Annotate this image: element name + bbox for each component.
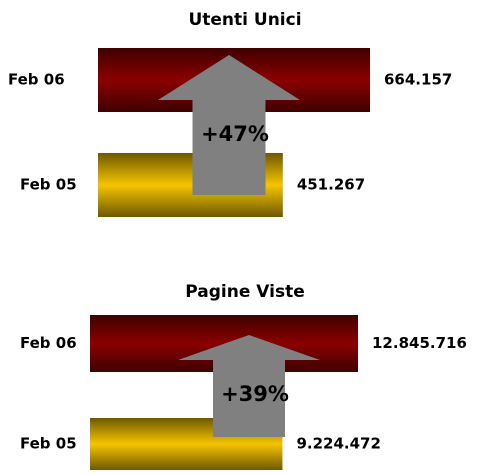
chart-title: Utenti Unici — [188, 10, 301, 30]
chart-title: Pagine Viste — [185, 282, 304, 302]
value-label: 664.157 — [384, 71, 452, 89]
value-label: 9.224.472 — [296, 435, 380, 453]
value-label: 12.845.716 — [372, 334, 467, 352]
growth-label: +39% — [221, 382, 289, 406]
category-label: Feb 05 — [20, 435, 77, 453]
growth-arrow — [158, 55, 300, 195]
category-label: Feb 06 — [8, 71, 65, 89]
category-label: Feb 06 — [20, 334, 77, 352]
category-label: Feb 05 — [20, 176, 77, 194]
growth-label: +47% — [201, 122, 269, 146]
growth-arrow — [178, 335, 320, 437]
value-label: 451.267 — [297, 176, 365, 194]
